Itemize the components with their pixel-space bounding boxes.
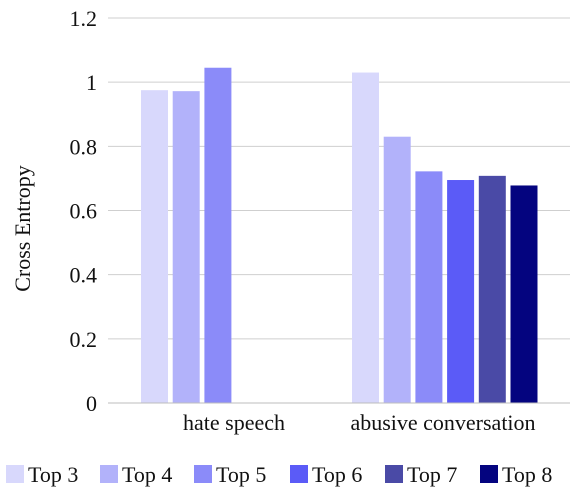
bar (141, 90, 168, 403)
y-tick-label: 1.2 (70, 6, 98, 31)
y-tick-label: 0 (86, 391, 97, 416)
bar (383, 136, 411, 404)
bar (478, 175, 506, 403)
y-tick-label: 0.8 (70, 134, 98, 159)
legend-label: Top 7 (407, 462, 457, 487)
legend-swatch (480, 465, 498, 483)
legend-item: Top 7 (385, 462, 457, 487)
legend-label: Top 5 (216, 462, 266, 487)
legend-swatch (385, 465, 403, 483)
bar (447, 180, 475, 403)
legend-swatch (100, 465, 118, 483)
legend-swatch (194, 465, 212, 483)
legend-item: Top 5 (194, 462, 266, 487)
legend-label: Top 3 (28, 462, 78, 487)
bar (204, 67, 232, 404)
legend-swatch (290, 465, 308, 483)
x-category-label: hate speech (183, 410, 285, 435)
legend-label: Top 8 (502, 462, 552, 487)
y-axis-label: Cross Entropy (10, 165, 35, 292)
legend-swatch (6, 465, 24, 483)
legend-item: Top 4 (100, 462, 172, 487)
legend-label: Top 6 (312, 462, 362, 487)
legend: Top 3 Top 4 Top 5 Top 6 Top 7 Top 8 (6, 462, 552, 487)
category-labels: hate speech abusive conversation (183, 410, 536, 435)
bar (415, 171, 443, 403)
legend-item: Top 8 (480, 462, 552, 487)
legend-label: Top 4 (122, 462, 172, 487)
bar (510, 185, 538, 403)
legend-item: Top 3 (6, 462, 78, 487)
bar (352, 72, 379, 404)
y-tick-label: 0.6 (70, 199, 98, 224)
bars (141, 67, 538, 404)
y-axis-ticks: 0 0.2 0.4 0.6 0.8 1 1.2 (70, 6, 98, 416)
y-tick-label: 1 (86, 70, 97, 95)
bar (172, 91, 200, 404)
legend-item: Top 6 (290, 462, 362, 487)
x-category-label: abusive conversation (350, 410, 535, 435)
y-tick-label: 0.2 (70, 327, 98, 352)
y-tick-label: 0.4 (70, 263, 98, 288)
